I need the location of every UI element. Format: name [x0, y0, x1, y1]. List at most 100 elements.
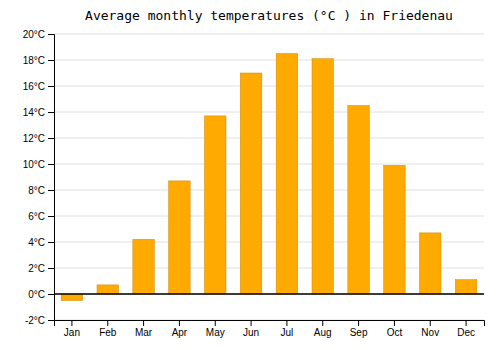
tick-label: Aug	[314, 327, 332, 338]
bar	[312, 59, 334, 294]
x-tick: Aug	[314, 320, 332, 338]
title: Average monthly temperatures (°C ) in Fr…	[85, 8, 453, 23]
tick-mark	[358, 320, 359, 326]
tick-label: 2°C	[28, 263, 45, 274]
tick-label: Jan	[64, 327, 80, 338]
tick-mark	[215, 320, 216, 326]
tick-mark	[430, 320, 431, 326]
tick-mark	[107, 320, 108, 326]
bar	[384, 165, 406, 294]
y-tick: 14°C	[23, 107, 54, 118]
x-axis: Jan Feb Mar Apr May Jun Jul Aug Sep Oct Nov Dec	[55, 320, 485, 338]
y-tick: 18°C	[23, 55, 54, 66]
tick-mark	[322, 320, 323, 326]
grid-line	[54, 112, 484, 113]
axis-line	[48, 35, 55, 321]
tick-label: 18°C	[23, 55, 45, 66]
bar	[276, 54, 298, 295]
bar	[133, 239, 155, 294]
tick-mark	[48, 190, 54, 191]
tick-label: Jul	[281, 327, 294, 338]
grid-line	[54, 294, 484, 295]
tick-label: 4°C	[28, 237, 45, 248]
chart-container: Average monthly temperatures (°C ) in Fr…	[0, 0, 500, 350]
y-tick: 10°C	[23, 159, 54, 170]
tick-label: May	[206, 327, 225, 338]
grid-line	[54, 138, 484, 139]
tick-label: Nov	[421, 327, 439, 338]
tick-label: Feb	[99, 327, 117, 338]
y-tick: 0°C	[28, 289, 54, 300]
axis-line	[55, 321, 485, 327]
tick-mark	[48, 34, 54, 35]
y-tick: 16°C	[23, 81, 54, 92]
tick-mark	[48, 112, 54, 113]
grid	[54, 34, 484, 320]
chart: Average monthly temperatures (°C ) in Fr…	[0, 0, 500, 350]
bar	[240, 73, 261, 294]
y-tick: 20°C	[23, 29, 54, 40]
tick-mark	[466, 320, 467, 326]
y-tick: 2°C	[28, 263, 54, 274]
bar	[97, 285, 119, 294]
x-tick: Jun	[243, 320, 259, 338]
x-tick: Feb	[99, 320, 117, 338]
y-tick: 12°C	[23, 133, 54, 144]
tick-label: 20°C	[23, 29, 45, 40]
x-tick: Dec	[457, 320, 475, 338]
tick-label: 14°C	[23, 107, 45, 118]
plot-area	[54, 54, 484, 301]
zero-line	[54, 293, 484, 295]
bar	[169, 181, 191, 294]
tick-label: Mar	[135, 327, 153, 338]
tick-label: 6°C	[28, 211, 45, 222]
tick-label: Oct	[387, 327, 403, 338]
x-tick: May	[206, 320, 225, 338]
grid-line	[54, 164, 484, 165]
bar	[205, 116, 227, 294]
tick-mark	[48, 216, 54, 217]
grid-line	[54, 86, 484, 87]
y-axis: -2°C 0°C 2°C 4°C 6°C 8°C 10°C 12°C 14°C 16°C 18°C 2…	[23, 29, 55, 326]
tick-mark	[251, 320, 252, 326]
tick-mark	[48, 60, 54, 61]
tick-mark	[48, 268, 54, 269]
y-tick: -2°C	[25, 315, 54, 326]
tick-label: -2°C	[25, 315, 45, 326]
tick-mark	[48, 138, 54, 139]
tick-label: Apr	[172, 327, 188, 338]
tick-mark	[48, 320, 54, 321]
tick-label: 8°C	[28, 185, 45, 196]
tick-label: 12°C	[23, 133, 45, 144]
tick-mark	[179, 320, 180, 326]
x-tick: Mar	[135, 320, 153, 338]
x-tick: Jul	[281, 320, 294, 338]
grid-line	[54, 216, 484, 217]
y-tick: 4°C	[28, 237, 54, 248]
tick-mark	[48, 86, 54, 87]
x-tick: Sep	[350, 320, 368, 338]
tick-label: Sep	[350, 327, 368, 338]
tick-label: Dec	[457, 327, 475, 338]
y-tick: 6°C	[28, 211, 54, 222]
bar	[420, 233, 442, 294]
tick-mark	[48, 164, 54, 165]
tick-label: 16°C	[23, 81, 45, 92]
x-tick: Jan	[64, 320, 80, 338]
tick-label: Jun	[243, 327, 259, 338]
bar	[61, 294, 83, 301]
grid-line	[54, 190, 484, 191]
tick-mark	[48, 242, 54, 243]
tick-label: 10°C	[23, 159, 45, 170]
grid-line	[54, 60, 484, 61]
tick-mark	[71, 320, 72, 326]
tick-mark	[143, 320, 144, 326]
bar	[348, 106, 370, 295]
x-tick: Nov	[421, 320, 439, 338]
tick-mark	[394, 320, 395, 326]
tick-mark	[48, 294, 54, 295]
tick-label: 0°C	[28, 289, 45, 300]
bar	[455, 280, 477, 294]
tick-mark	[286, 320, 287, 326]
x-tick: Oct	[387, 320, 403, 338]
